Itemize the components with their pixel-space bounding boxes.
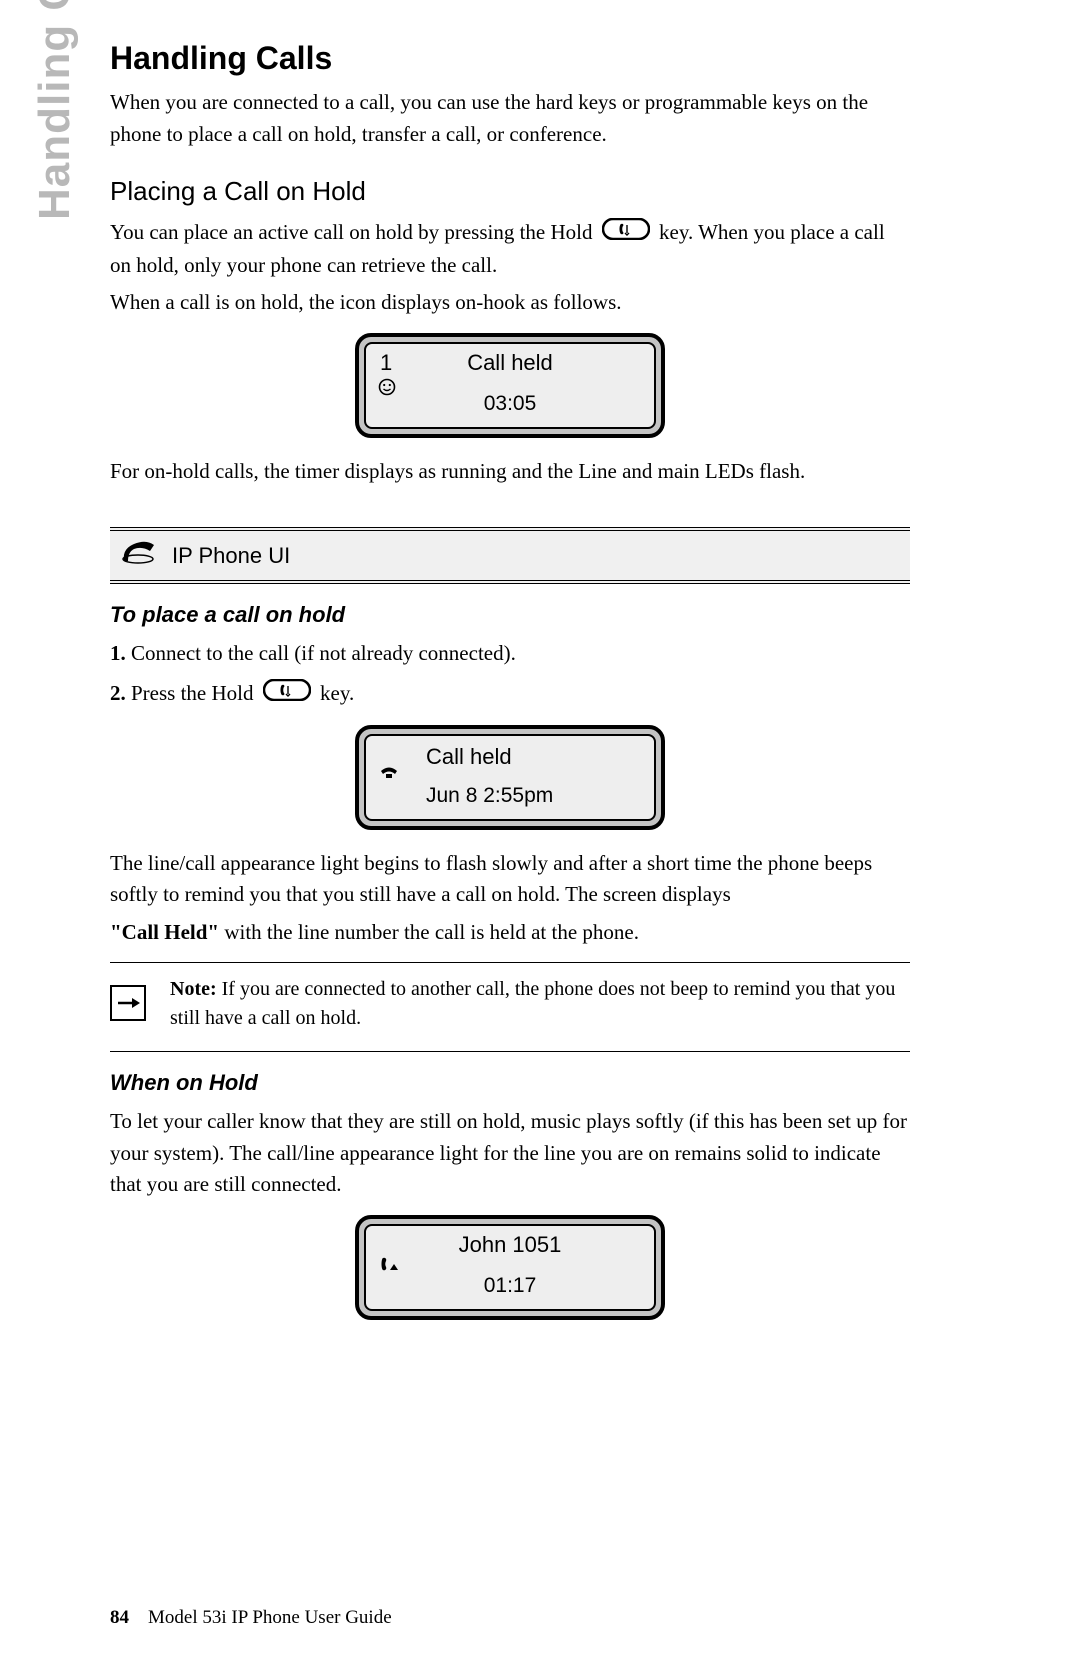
lcd-2-inner: Call held Jun 8 2:55pm: [364, 734, 656, 821]
lcd-1-title: Call held: [366, 350, 654, 376]
page-footer: 84 Model 53i IP Phone User Guide: [110, 1607, 392, 1629]
heading-placing-hold: Placing a Call on Hold: [110, 176, 910, 207]
page-content: Handling Calls When you are connected to…: [110, 40, 910, 1338]
lcd-display-2: Call held Jun 8 2:55pm: [355, 725, 665, 830]
note-arrow-icon: [110, 985, 146, 1021]
lcd-2-datetime: Jun 8 2:55pm: [426, 784, 553, 808]
lcd-2-title: Call held: [426, 744, 512, 770]
ip-phone-ui-bar: IP Phone UI: [110, 527, 910, 584]
heading-to-place: To place a call on hold: [110, 602, 910, 628]
lcd-display-3-wrap: John 1051 01:17: [110, 1215, 910, 1320]
step-2-number: 2.: [110, 681, 126, 705]
after-lcd2-paragraph-2: "Call Held" with the line number the cal…: [110, 917, 910, 949]
note-body: If you are connected to another call, th…: [170, 978, 895, 1029]
placing-p1-a: You can place an active call on hold by …: [110, 220, 593, 244]
note-row: Note: If you are connected to another ca…: [110, 962, 910, 1052]
placing-paragraph-2: When a call is on hold, the icon display…: [110, 287, 910, 319]
intro-paragraph: When you are connected to a call, you ca…: [110, 87, 910, 150]
lcd-3-title: John 1051: [366, 1232, 654, 1258]
lcd-display-1: 1 Call held 03:05: [355, 333, 665, 438]
lcd-display-1-wrap: 1 Call held 03:05: [110, 333, 910, 438]
when-on-hold-paragraph: To let your caller know that they are st…: [110, 1106, 910, 1201]
phone-onhook-icon: [380, 766, 398, 785]
note-label: Note:: [170, 978, 217, 1000]
step-2-text-b: key.: [320, 681, 354, 705]
step-1-number: 1.: [110, 641, 126, 665]
after-lcd2-paragraph: The line/call appearance light begins to…: [110, 848, 910, 911]
lcd-3-inner: John 1051 01:17: [364, 1224, 656, 1311]
call-held-bold: "Call Held": [110, 920, 219, 944]
note-text: Note: If you are connected to another ca…: [170, 975, 910, 1033]
footer-guide-title: Model 53i IP Phone User Guide: [148, 1607, 392, 1628]
step-1: 1. Connect to the call (if not already c…: [110, 638, 910, 670]
after-lcd2-c: with the line number the call is held at…: [219, 920, 639, 944]
after-lcd2-a: The line/call appearance light begins to…: [110, 851, 872, 907]
lcd-1-timer: 03:05: [366, 392, 654, 416]
page-number: 84: [110, 1607, 129, 1628]
placing-paragraph-3: For on-hold calls, the timer displays as…: [110, 456, 910, 488]
phone-ui-icon: [120, 539, 158, 572]
ip-phone-ui-label: IP Phone UI: [172, 543, 290, 569]
step-1-text: Connect to the call (if not already conn…: [131, 641, 516, 665]
side-section-label: Handling Calls: [30, 0, 80, 220]
heading-when-on-hold: When on Hold: [110, 1070, 910, 1096]
lcd-display-2-wrap: Call held Jun 8 2:55pm: [110, 725, 910, 830]
step-2: 2. Press the Hold key.: [110, 678, 910, 711]
lcd-1-inner: 1 Call held 03:05: [364, 342, 656, 429]
hold-key-icon: [602, 218, 650, 250]
lcd-3-timer: 01:17: [366, 1274, 654, 1298]
placing-paragraph-1: You can place an active call on hold by …: [110, 217, 910, 281]
page-title: Handling Calls: [110, 40, 910, 77]
lcd-display-3: John 1051 01:17: [355, 1215, 665, 1320]
hold-key-icon-2: [263, 679, 311, 711]
step-2-text-a: Press the Hold: [131, 681, 254, 705]
